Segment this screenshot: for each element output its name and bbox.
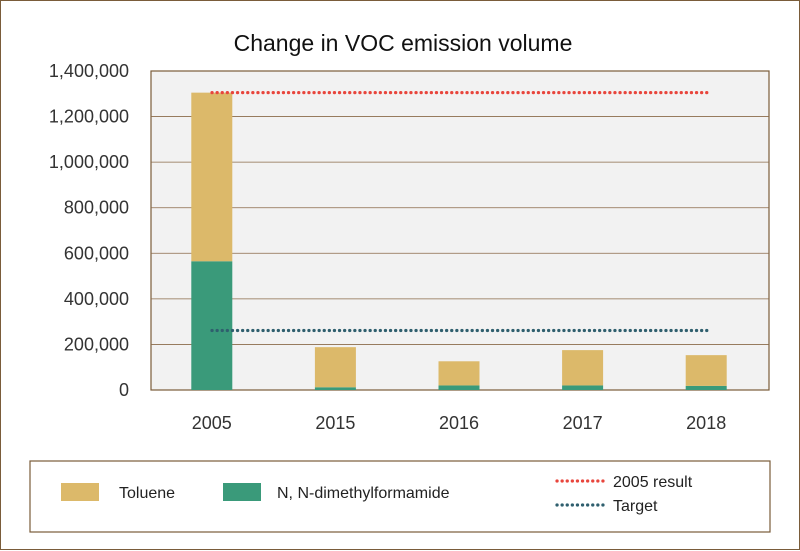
- legend-box: [29, 460, 771, 533]
- y-tick-label: 800,000: [64, 198, 129, 218]
- y-tick-label: 200,000: [64, 334, 129, 354]
- bar-dmf-2005: [191, 261, 233, 390]
- bars: [191, 92, 727, 390]
- y-tick-label: 0: [119, 380, 129, 400]
- x-tick-label: 2017: [563, 413, 603, 433]
- x-axis-ticks: 2005 2015 2016 2017 2018: [192, 413, 726, 433]
- bar-toluene-2018: [685, 355, 727, 386]
- bar-dmf-2018: [685, 385, 727, 390]
- x-tick-label: 2005: [192, 413, 232, 433]
- plot-area: [150, 70, 770, 391]
- legend-label-dmf: N, N-dimethylformamide: [277, 485, 450, 502]
- legend-label-toluene: Toluene: [119, 485, 175, 502]
- y-axis-ticks: 0 200,000 400,000 600,000 800,000 1,000,000 1,…: [49, 61, 129, 400]
- gridlines: [151, 116, 769, 345]
- y-tick-label: 1,400,000: [49, 61, 129, 81]
- y-tick-label: 1,000,000: [49, 152, 129, 172]
- legend-label-2005-result: 2005 result: [613, 474, 693, 491]
- y-tick-label: 600,000: [64, 243, 129, 263]
- chart-title: Change in VOC emission volume: [234, 30, 573, 56]
- x-tick-label: 2016: [439, 413, 479, 433]
- bar-toluene-2005: [191, 92, 233, 262]
- legend-label-target: Target: [613, 498, 658, 515]
- legend-swatch-toluene: [61, 483, 99, 501]
- bar-toluene-2017: [562, 350, 604, 386]
- y-tick-label: 400,000: [64, 289, 129, 309]
- bar-dmf-2017: [562, 385, 604, 390]
- reference-lines: [210, 91, 713, 333]
- legend-swatch-dmf: [223, 483, 261, 501]
- bar-toluene-2016: [438, 361, 480, 386]
- bar-toluene-2015: [314, 347, 356, 388]
- y-tick-label: 1,200,000: [49, 107, 129, 127]
- bar-dmf-2016: [438, 385, 480, 390]
- x-tick-label: 2015: [315, 413, 355, 433]
- bar-dmf-2015: [314, 387, 356, 390]
- x-tick-label: 2018: [686, 413, 726, 433]
